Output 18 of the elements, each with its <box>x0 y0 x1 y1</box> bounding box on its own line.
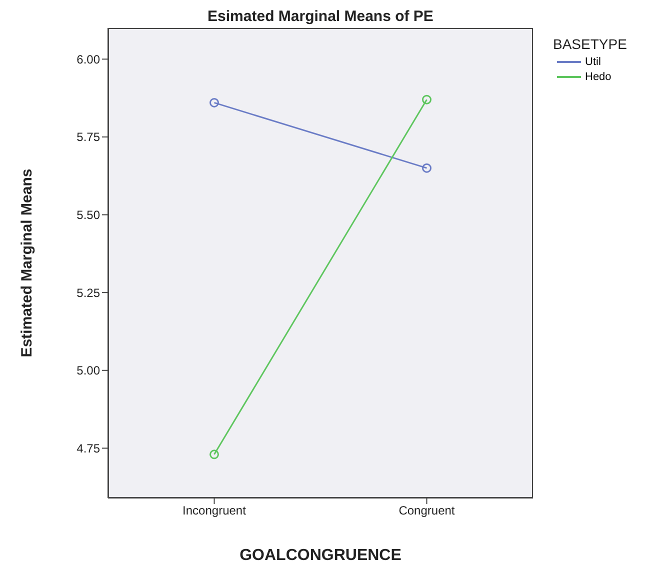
point <box>210 450 219 460</box>
y-axis-title: Estimated Marginal Means <box>18 168 36 358</box>
y-tick-label: 5.00 <box>76 364 100 378</box>
x-tick-label: Incongruent <box>182 504 247 518</box>
y-tick-label: 5.50 <box>76 208 100 222</box>
y-tick-label: 5.75 <box>76 130 100 144</box>
y-tick-label: 5.25 <box>76 286 100 300</box>
x-axis-title: GOALCONGRUENCE <box>240 547 402 564</box>
point <box>210 98 219 108</box>
x-tick-label: Congruent <box>398 504 456 518</box>
y-tick-label: 4.75 <box>76 441 100 456</box>
legend-label: Hedo <box>585 71 612 83</box>
legend-title: BASETYPE <box>553 36 627 52</box>
y-tick-label: 6.00 <box>76 52 100 66</box>
legend-label: Util <box>585 56 601 68</box>
chart-title: Esimated Marginal Means of PE <box>206 8 434 25</box>
point <box>422 94 432 104</box>
point <box>422 163 432 173</box>
